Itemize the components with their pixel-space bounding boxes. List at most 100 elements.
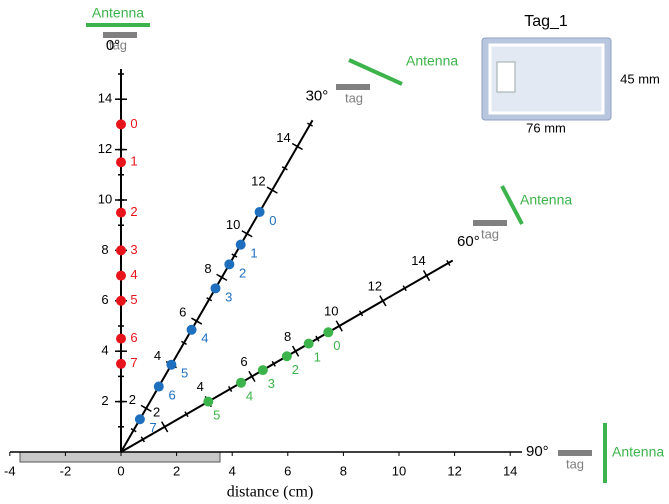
ray-tick <box>379 295 387 307</box>
x-tick-label: 8 <box>340 463 347 478</box>
ray-tick-label: 8 <box>101 242 108 257</box>
measurement-point <box>134 414 145 425</box>
point-label: 2 <box>292 362 299 377</box>
measurement-point <box>116 333 126 344</box>
measurement-point <box>235 239 246 250</box>
ray-tick-label: 6 <box>101 292 108 307</box>
x-tick-label: 6 <box>284 463 291 478</box>
ray-tick-label: 8 <box>204 261 211 276</box>
ray-minor-tick <box>446 260 451 266</box>
ray-minor-tick <box>231 253 238 258</box>
x-tick-label: 2 <box>173 463 180 478</box>
x-tick-label: 0 <box>117 463 124 478</box>
ray-tick-label: 8 <box>284 329 291 344</box>
measurement-point <box>203 396 214 407</box>
rays: -4 -2 0 2 4 6 8 10 12 1424681012140°0123456724681… <box>4 37 517 478</box>
ray-minor-tick <box>307 122 313 127</box>
point-label: 7 <box>130 355 137 370</box>
point-label: 3 <box>225 289 232 304</box>
ray-tick <box>140 404 152 413</box>
point-label: 5 <box>213 407 220 422</box>
point-label: 2 <box>130 204 137 219</box>
ray-tick-label: 4 <box>154 348 161 363</box>
measurement-point <box>166 359 177 370</box>
point-label: 4 <box>246 388 253 403</box>
ray-tick-label: 4 <box>101 343 108 358</box>
x-tick-label: 10 <box>392 463 406 478</box>
tag-label: tag <box>566 456 584 471</box>
ray-tick <box>291 142 303 151</box>
ray-minor-tick <box>130 428 137 433</box>
point-label: 1 <box>130 154 137 169</box>
point-label: 6 <box>168 387 175 402</box>
measurement-point <box>116 207 126 218</box>
x-tick-label: -4 <box>4 463 16 478</box>
measurement-point <box>236 377 247 388</box>
point-label: 0 <box>333 338 340 353</box>
tag-label: tag <box>109 37 127 52</box>
ray-minor-tick <box>227 386 233 392</box>
ray-tick <box>291 345 300 357</box>
point-label: 5 <box>130 292 137 307</box>
ray-minor-tick <box>281 166 288 171</box>
measurement-point <box>281 351 292 362</box>
angle-label: 0° <box>106 37 120 54</box>
ray-tick <box>248 370 256 382</box>
ray-tick-label: 2 <box>129 392 136 407</box>
antenna-label: Antenna <box>520 192 572 208</box>
ray-minor-tick <box>402 285 407 292</box>
ray-tick-label: 10 <box>98 191 112 206</box>
ray-minor-tick <box>271 360 276 367</box>
point-label: 0 <box>130 116 137 131</box>
point-label: 5 <box>181 366 188 381</box>
ray-minor-tick <box>184 411 189 418</box>
measurement-point <box>116 295 126 306</box>
point-label: 1 <box>314 349 321 364</box>
measurement-point <box>186 324 197 335</box>
ray-minor-tick <box>358 310 364 317</box>
ray-tick <box>335 320 343 332</box>
point-label: 4 <box>130 267 137 282</box>
measurement-point <box>116 245 126 256</box>
antenna-label: Antenna <box>612 444 664 460</box>
ray-minor-tick <box>181 340 187 346</box>
measurement-point <box>116 270 126 281</box>
ray-tick-label: 10 <box>324 304 338 319</box>
ray-tick-label: 6 <box>179 304 186 319</box>
ray-tick-label: 12 <box>251 174 265 189</box>
ray-minor-tick <box>140 436 145 443</box>
ray-tick-label: 14 <box>98 91 112 106</box>
point-label: 3 <box>268 376 275 391</box>
photo-title: Tag_1 <box>524 13 568 30</box>
x-tick-label: 14 <box>503 463 517 478</box>
measurement-point <box>116 358 126 369</box>
ray-tick-label: 14 <box>411 253 425 268</box>
measurement-point <box>254 206 265 217</box>
ray-minor-tick <box>206 297 213 302</box>
measurement-point <box>323 327 334 338</box>
ray-tick <box>216 273 228 282</box>
measurement-point <box>224 259 235 270</box>
ray-tick-label: 12 <box>368 278 382 293</box>
x-tick-label: -2 <box>60 463 72 478</box>
point-label: 1 <box>250 246 257 261</box>
point-label: 3 <box>130 242 137 257</box>
ray-tick <box>422 270 431 282</box>
ray-tick-label: 2 <box>153 404 160 419</box>
measurement-point <box>210 283 221 294</box>
antenna-label: Antenna <box>406 53 458 69</box>
ray-tick <box>160 421 169 433</box>
point-label: 7 <box>150 420 157 435</box>
ray-tick-label: 14 <box>276 130 290 145</box>
x-tick-label: 12 <box>447 463 461 478</box>
point-label: 4 <box>201 331 208 346</box>
x-axis-label: distance (cm) <box>227 484 314 501</box>
measurement-point <box>303 338 314 349</box>
measurement-point <box>116 157 126 168</box>
ray-tick <box>191 317 203 325</box>
ray-tick <box>266 186 278 194</box>
point-label: 0 <box>269 213 276 228</box>
angle-label: 30° <box>306 88 329 105</box>
